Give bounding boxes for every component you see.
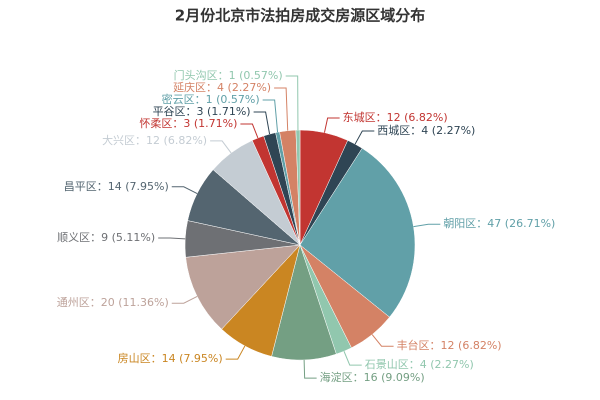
data-label: 东城区：12 (6.82%) [343, 111, 448, 124]
label-line [210, 140, 232, 154]
data-label: 海淀区：16 (9.09%) [320, 370, 425, 384]
data-label: 密云区：1 (0.57%) [162, 92, 260, 106]
data-label: 通州区：20 (11.36%) [57, 296, 169, 309]
data-label: 平谷区：3 (1.71%) [153, 105, 251, 118]
data-label: 丰台区：12 (6.82%) [397, 338, 502, 352]
label-line [171, 296, 198, 304]
label-line [240, 123, 259, 139]
data-label: 石景山区：4 (2.27%) [365, 358, 474, 371]
data-label: 大兴区：12 (6.82%) [102, 133, 207, 147]
data-label: 房山区：14 (7.95%) [118, 352, 223, 365]
data-label: 昌平区：14 (7.95%) [64, 180, 169, 193]
label-line [413, 223, 441, 228]
chart-title: 2月份北京市法拍房成交房源区域分布 [175, 7, 425, 25]
label-line [274, 87, 289, 131]
pie-slice [185, 244, 301, 330]
label-line [354, 130, 375, 145]
label-line [285, 75, 299, 131]
data-label: 门头沟区：1 (0.57%) [174, 68, 283, 82]
data-label: 朝阳区：47 (26.71%) [443, 217, 555, 230]
label-line [171, 186, 198, 194]
data-label: 西城区：4 (2.27%) [377, 124, 475, 137]
data-label: 顺义区：9 (5.11%) [57, 231, 155, 244]
label-line [225, 345, 246, 360]
label-line [253, 111, 271, 135]
label-line [371, 334, 394, 347]
data-label: 延庆区：4 (2.27%) [173, 80, 271, 94]
label-line [303, 359, 317, 379]
label-line [323, 117, 340, 133]
label-line [262, 99, 279, 133]
label-line [343, 351, 362, 366]
data-label: 怀柔区：3 (1.71%) [139, 117, 237, 130]
label-line [158, 237, 186, 240]
